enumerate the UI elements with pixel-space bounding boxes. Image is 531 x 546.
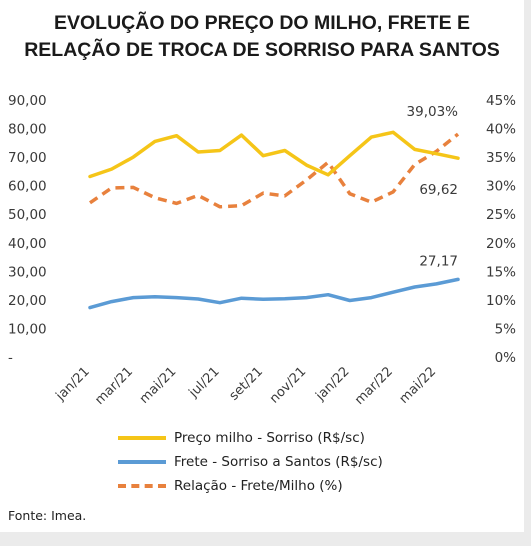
series-line-corn-price [88, 130, 460, 179]
legend-item-ratio: Relação - Frete/Milho (%) [118, 474, 383, 498]
y-right-tick-label: 15% [486, 264, 516, 280]
legend-item-freight: Frete - Sorriso a Santos (R$/sc) [118, 450, 383, 474]
legend-label-freight: Frete - Sorriso a Santos (R$/sc) [174, 454, 383, 470]
source-note: Fonte: Imea. [8, 508, 87, 523]
legend-label-ratio: Relação - Frete/Milho (%) [174, 478, 343, 494]
legend-swatch-freight [118, 460, 166, 464]
line-chart: - 10,00 20,00 30,00 40,00 50,00 60,00 70,00 80,0… [8, 93, 517, 408]
y-left-tick-label: 40,00 [8, 236, 47, 252]
chart-title: EVOLUÇÃO DO PREÇO DO MILHO, FRETE E RELA… [0, 10, 524, 64]
y-right-tick-label: 30% [486, 179, 516, 195]
x-tick-label: jan/22 [312, 364, 352, 404]
y-left-tick-label: - [8, 350, 13, 366]
y-left-tick-label: 80,00 [8, 122, 47, 138]
y-right-tick-label: 45% [486, 93, 516, 109]
y-right-tick-label: 25% [486, 207, 516, 223]
chart-title-line-1: EVOLUÇÃO DO PREÇO DO MILHO, FRETE E [53, 12, 471, 34]
legend-swatch-ratio [118, 484, 166, 488]
y-left-tick-label: 30,00 [8, 264, 47, 280]
x-tick-label: jul/21 [186, 364, 223, 401]
x-tick-label: mar/21 [92, 364, 136, 408]
y-left-tick-label: 20,00 [8, 293, 47, 309]
data-label-corn-price-last: 69,62 [419, 182, 458, 198]
y-left-tick-label: 70,00 [8, 150, 47, 166]
x-tick-label: mar/22 [352, 364, 396, 408]
y-left-tick-label: 60,00 [8, 179, 47, 195]
y-right-tick-label: 0% [495, 350, 517, 366]
legend-swatch-corn-price [118, 436, 166, 440]
y-left-tick-label: 10,00 [8, 321, 47, 337]
data-label-freight-last: 27,17 [419, 253, 458, 269]
chart-card: EVOLUÇÃO DO PREÇO DO MILHO, FRETE E RELA… [0, 0, 524, 532]
series-line-ratio [89, 132, 460, 209]
y-right-tick-label: 35% [486, 150, 516, 166]
series-line-freight [88, 277, 460, 310]
y-right-tick-label: 20% [486, 236, 516, 252]
y-left-tick-label: 90,00 [8, 93, 47, 109]
y-right-tick-label: 10% [486, 293, 516, 309]
x-tick-label: jan/21 [53, 364, 93, 404]
x-tick-label: set/21 [227, 364, 266, 403]
y-right-tick-label: 40% [486, 122, 516, 138]
y-left-tick-label: 50,00 [8, 207, 47, 223]
x-tick-label: mai/21 [137, 364, 180, 407]
x-tick-label: nov/21 [267, 364, 309, 406]
y-right-tick-label: 5% [495, 321, 517, 337]
legend-label-corn-price: Preço milho - Sorriso (R$/sc) [174, 430, 365, 446]
data-label-ratio-last: 39,03% [407, 104, 459, 120]
legend-item-corn-price: Preço milho - Sorriso (R$/sc) [118, 426, 383, 450]
chart-legend: Preço milho - Sorriso (R$/sc) Frete - So… [118, 426, 383, 498]
x-tick-label: mai/22 [397, 364, 440, 407]
chart-title-line-2: RELAÇÃO DE TROCA DE SORRISO PARA SANTOS [24, 39, 500, 61]
